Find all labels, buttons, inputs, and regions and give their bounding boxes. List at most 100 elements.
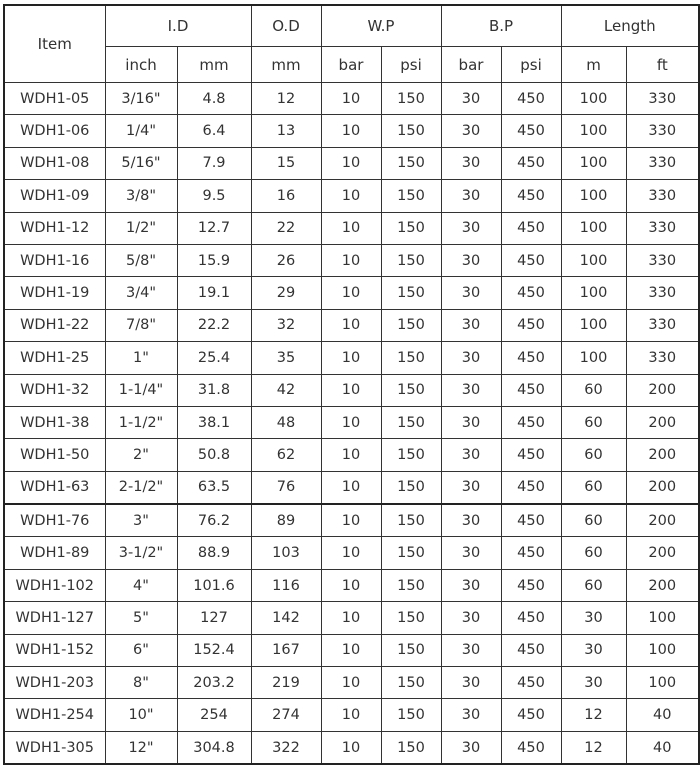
table-row: WDH1-08 5/16" 7.9 15 10 150 30 450 100 330 [3,146,700,181]
table-cell: 60 [560,470,627,506]
table-cell: 116 [250,568,322,603]
table-cell: 40 [625,730,700,765]
table-cell: 1/4" [104,114,178,148]
table-cell: 30 [440,730,502,765]
table-cell: 10 [320,211,382,245]
table-cell: 330 [625,341,700,375]
table-cell: 450 [500,211,562,245]
table-cell: 15.9 [176,243,252,278]
unit-header: psi [500,46,562,83]
unit-header: inch [104,46,178,83]
unit-header: bar [440,46,502,83]
table-cell: WDH1-16 [3,243,106,278]
table-cell: 100 [625,633,700,668]
table-cell: 450 [500,568,562,603]
table-cell: 38.1 [176,405,252,440]
table-cell: 7.9 [176,146,252,181]
table-cell: 13 [250,114,322,148]
table-cell: 150 [380,211,442,245]
table-cell: 12 [250,81,322,116]
table-cell: WDH1-25 [3,341,106,375]
table-cell: 450 [500,405,562,440]
table-cell: 12 [560,730,627,765]
table-cell: 450 [500,81,562,116]
table-cell: 150 [380,81,442,116]
table-cell: 9.5 [176,179,252,213]
table-cell: 150 [380,503,442,538]
table-cell: 30 [440,308,502,343]
table-cell: 330 [625,276,700,310]
table-cell: 330 [625,243,700,278]
table-cell: 450 [500,373,562,407]
table-cell: 450 [500,308,562,343]
table-cell: 3-1/2" [104,536,178,570]
table-cell: 100 [560,179,627,213]
table-cell: 30 [440,438,502,472]
table-cell: 12.7 [176,211,252,245]
table-cell: 32 [250,308,322,343]
table-cell: 150 [380,698,442,732]
table-cell: WDH1-06 [3,114,106,148]
table-cell: 330 [625,114,700,148]
table-cell: 22 [250,211,322,245]
table-cell: 60 [560,373,627,407]
table-cell: 150 [380,114,442,148]
table-row: WDH1-127 5" 127 142 10 150 30 450 30 100 [3,601,700,635]
table-cell: 304.8 [176,730,252,765]
table-cell: 16 [250,179,322,213]
table-cell: 103 [250,536,322,570]
table-cell: 10 [320,308,382,343]
table-cell: 150 [380,633,442,668]
header-item: Item [3,4,106,83]
table-cell: 10 [320,666,382,700]
table-cell: 10 [320,373,382,407]
table-cell: 150 [380,341,442,375]
table-cell: 330 [625,179,700,213]
table-cell: 5/16" [104,146,178,181]
table-cell: WDH1-19 [3,276,106,310]
table-cell: 60 [560,568,627,603]
table-cell: 60 [560,503,627,538]
table-row: WDH1-89 3-1/2" 88.9 103 10 150 30 450 60 200 [3,536,700,570]
table-cell: 450 [500,470,562,506]
table-cell: 142 [250,601,322,635]
unit-header: m [560,46,627,83]
table-cell: WDH1-254 [3,698,106,732]
table-row: WDH1-63 2-1/2" 63.5 76 10 150 30 450 60 200 [3,470,700,506]
table-cell: 330 [625,308,700,343]
table-row: WDH1-05 3/16" 4.8 12 10 150 30 450 100 330 [3,81,700,116]
table-cell: 30 [560,601,627,635]
table-row: WDH1-305 12" 304.8 322 10 150 30 450 12 40 [3,730,700,765]
table-cell: 76 [250,470,322,506]
table-row: WDH1-22 7/8" 22.2 32 10 150 30 450 100 330 [3,308,700,343]
table-cell: 203.2 [176,666,252,700]
table-cell: WDH1-08 [3,146,106,181]
table-cell: 30 [440,601,502,635]
table-row: WDH1-16 5/8" 15.9 26 10 150 30 450 100 330 [3,243,700,278]
unit-header-row: inch mm mm bar psi bar psi m ft [4,46,700,83]
table-cell: 40 [625,698,700,732]
table-cell: 30 [440,243,502,278]
table-cell: 48 [250,405,322,440]
table-cell: 30 [440,698,502,732]
table-cell: 100 [625,601,700,635]
table-cell: WDH1-32 [3,373,106,407]
table-cell: WDH1-22 [3,308,106,343]
table-cell: 150 [380,536,442,570]
table-cell: 89 [250,503,322,538]
table-cell: 30 [440,276,502,310]
table-cell: 10 [320,146,382,181]
table-cell: 60 [560,536,627,570]
table-cell: 10 [320,633,382,668]
table-cell: 22.2 [176,308,252,343]
table-cell: 35 [250,341,322,375]
table-cell: 30 [560,666,627,700]
table-cell: 200 [625,405,700,440]
table-cell: 12 [560,698,627,732]
table-cell: 100 [560,211,627,245]
table-cell: WDH1-38 [3,405,106,440]
table-cell: 200 [625,373,700,407]
table-cell: 450 [500,179,562,213]
table-cell: 274 [250,698,322,732]
table-cell: 10 [320,438,382,472]
